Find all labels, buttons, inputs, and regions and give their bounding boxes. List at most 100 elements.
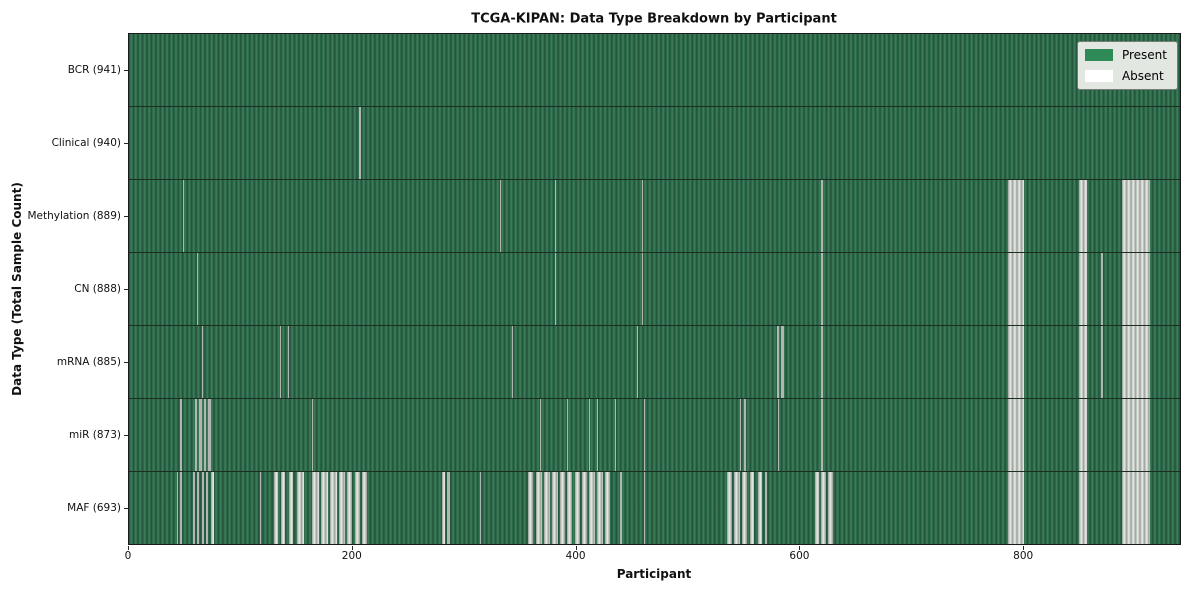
y-tick-label: mRNA (885) (56, 356, 121, 369)
absent-bar (1079, 326, 1088, 398)
absent-bar (1079, 399, 1088, 471)
absent-bar (776, 326, 780, 398)
absent-bar (777, 399, 780, 471)
absent-bar (1007, 472, 1024, 544)
absent-bar (643, 472, 646, 544)
absent-bar (821, 399, 823, 471)
absent-bar (552, 472, 558, 544)
absent-bar (279, 326, 282, 398)
absent-bar (499, 180, 502, 252)
absent-bar (596, 399, 599, 471)
plot-area: Present Absent (128, 33, 1181, 545)
absent-bar (1121, 399, 1150, 471)
y-tick-label: Clinical (940) (51, 136, 121, 149)
absent-bar (1079, 180, 1088, 252)
absent-bar (177, 472, 179, 544)
absent-bar (643, 399, 646, 471)
absent-bar (330, 472, 337, 544)
absent-bar (739, 399, 742, 471)
y-tick-label: Methylation (889) (27, 209, 121, 222)
y-tick-mark (124, 435, 128, 437)
absent-bar (764, 472, 767, 544)
absent-bar (1007, 399, 1024, 471)
absent-bar (1121, 472, 1150, 544)
absent-bar (194, 399, 198, 471)
absent-bar (321, 472, 328, 544)
absent-bar (1079, 253, 1088, 325)
absent-bar (479, 472, 481, 544)
absent-bar (180, 472, 182, 544)
absent-bar (821, 472, 826, 544)
row-clinical (129, 106, 1180, 179)
absent-bar (596, 472, 603, 544)
x-tick-label: 200 (341, 550, 362, 562)
absent-bar (441, 472, 446, 544)
absent-bar (346, 472, 353, 544)
absent-bar (1121, 326, 1150, 398)
absent-bar (544, 472, 551, 544)
absent-bar (203, 399, 207, 471)
y-tick-mark (124, 142, 128, 144)
absent-bar (641, 253, 643, 325)
absent-bar (180, 399, 182, 471)
y-tick-mark (124, 215, 128, 217)
y-tick-mark (124, 289, 128, 290)
absent-bar (781, 326, 784, 398)
absent-bar (1007, 253, 1024, 325)
absent-bar (206, 472, 209, 544)
absent-bar (726, 472, 733, 544)
absent-bar (1121, 253, 1150, 325)
absent-bar (288, 472, 294, 544)
absent-bar (210, 472, 214, 544)
absent-bar (757, 472, 763, 544)
absent-bar (527, 472, 534, 544)
absent-bar (821, 326, 823, 398)
absent-bar (749, 472, 755, 544)
absent-bar (821, 180, 823, 252)
absent-bar (540, 399, 542, 471)
absent-bar (1007, 180, 1024, 252)
absent-bar (1079, 472, 1088, 544)
absent-bar (192, 472, 195, 544)
absent-bar (199, 399, 202, 471)
legend-absent-label: Absent (1121, 69, 1164, 83)
absent-bar (744, 399, 746, 471)
absent-bar (742, 472, 747, 544)
absent-bar (259, 472, 261, 544)
absent-bar (287, 326, 289, 398)
y-tick-mark (124, 362, 128, 364)
absent-bar (280, 472, 286, 544)
x-tick-mark (799, 546, 801, 550)
absent-bar (1121, 180, 1150, 252)
absent-swatch-icon (1084, 70, 1113, 82)
absent-bar (554, 253, 556, 325)
absent-bar (1100, 253, 1103, 325)
absent-bar (560, 472, 565, 544)
absent-bar (814, 472, 820, 544)
absent-bar (641, 180, 643, 252)
x-tick-label: 800 (1013, 550, 1034, 562)
y-tick-mark (124, 508, 128, 510)
legend-entry-present: Present (1084, 48, 1167, 62)
x-tick-mark (351, 546, 353, 550)
row-methylation (129, 179, 1180, 252)
absent-bar (1007, 326, 1024, 398)
absent-bar (201, 472, 204, 544)
x-tick-mark (128, 546, 129, 550)
legend-present-label: Present (1121, 48, 1167, 62)
absent-bar (582, 472, 587, 544)
absent-bar (512, 326, 514, 398)
absent-bar (354, 472, 361, 544)
absent-bar (338, 472, 345, 544)
y-tick-label: MAF (693) (67, 502, 121, 515)
y-tick-label: BCR (941) (67, 63, 121, 76)
row-maf (129, 471, 1180, 544)
absent-bar (201, 326, 203, 398)
absent-bar (362, 472, 367, 544)
absent-bar (535, 472, 543, 544)
x-tick-mark (575, 546, 577, 550)
absent-bar (182, 180, 184, 252)
x-axis-title: Participant (616, 567, 692, 581)
absent-bar (620, 472, 622, 544)
